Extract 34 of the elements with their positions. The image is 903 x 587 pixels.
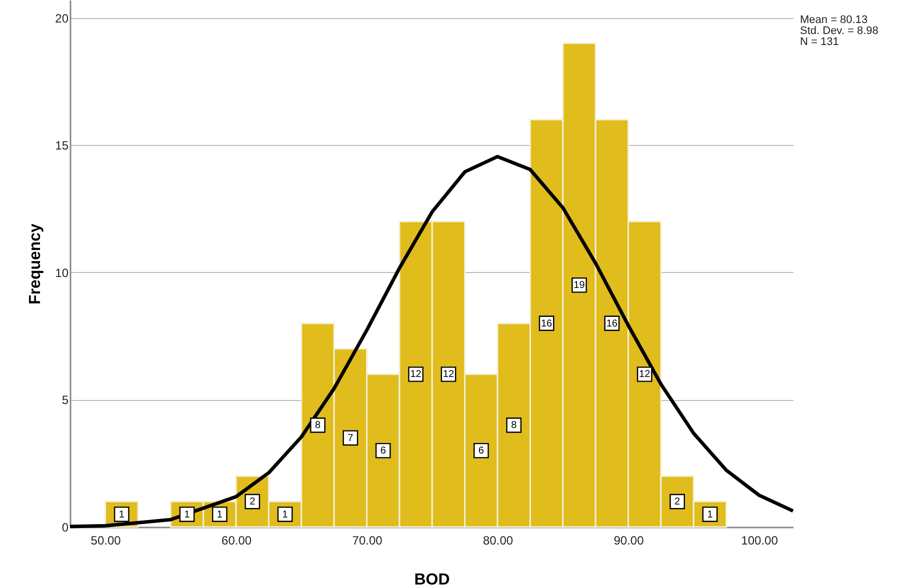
data-label: 6 — [380, 446, 386, 457]
data-label: 16 — [606, 318, 618, 330]
text: N = 131 — [800, 36, 839, 48]
x-tick-label: 60.00 — [222, 534, 252, 548]
data-label: 1 — [216, 509, 223, 520]
data-label: 1 — [282, 509, 288, 520]
y-tick-label: 20 — [55, 11, 69, 26]
data-label: 1 — [118, 509, 125, 520]
data-label: 8 — [314, 420, 321, 432]
data-label: 6 — [478, 446, 484, 457]
data-label: 12 — [442, 369, 454, 380]
data-label: 7 — [348, 432, 354, 444]
y-axis-title: Frequency — [27, 223, 44, 304]
data-label: 16 — [540, 318, 553, 330]
x-tick-label: 50.00 — [90, 534, 122, 548]
text: Std. Dev. = 8.98 — [800, 25, 878, 37]
y-tick-label: 10 — [55, 266, 69, 280]
x-axis-title: BOD — [414, 572, 450, 587]
text: Mean = 80.13 — [800, 14, 868, 26]
data-label: 8 — [511, 420, 518, 432]
data-label: 1 — [707, 509, 714, 520]
x-tick-label: 90.00 — [614, 534, 644, 548]
y-tick-label: 0 — [62, 520, 69, 534]
x-tick-label: 70.00 — [352, 534, 383, 548]
y-tick-label: 5 — [62, 393, 69, 408]
data-label: 2 — [250, 496, 256, 508]
y-tick-label: 15 — [55, 138, 69, 153]
x-tick-label: 100.00 — [741, 534, 778, 548]
data-label: 12 — [639, 369, 651, 380]
x-tick-label: 80.00 — [483, 534, 514, 548]
data-label: 12 — [410, 369, 422, 380]
data-label: 2 — [674, 496, 681, 508]
data-label: 1 — [184, 509, 190, 520]
data-label: 19 — [574, 280, 586, 292]
